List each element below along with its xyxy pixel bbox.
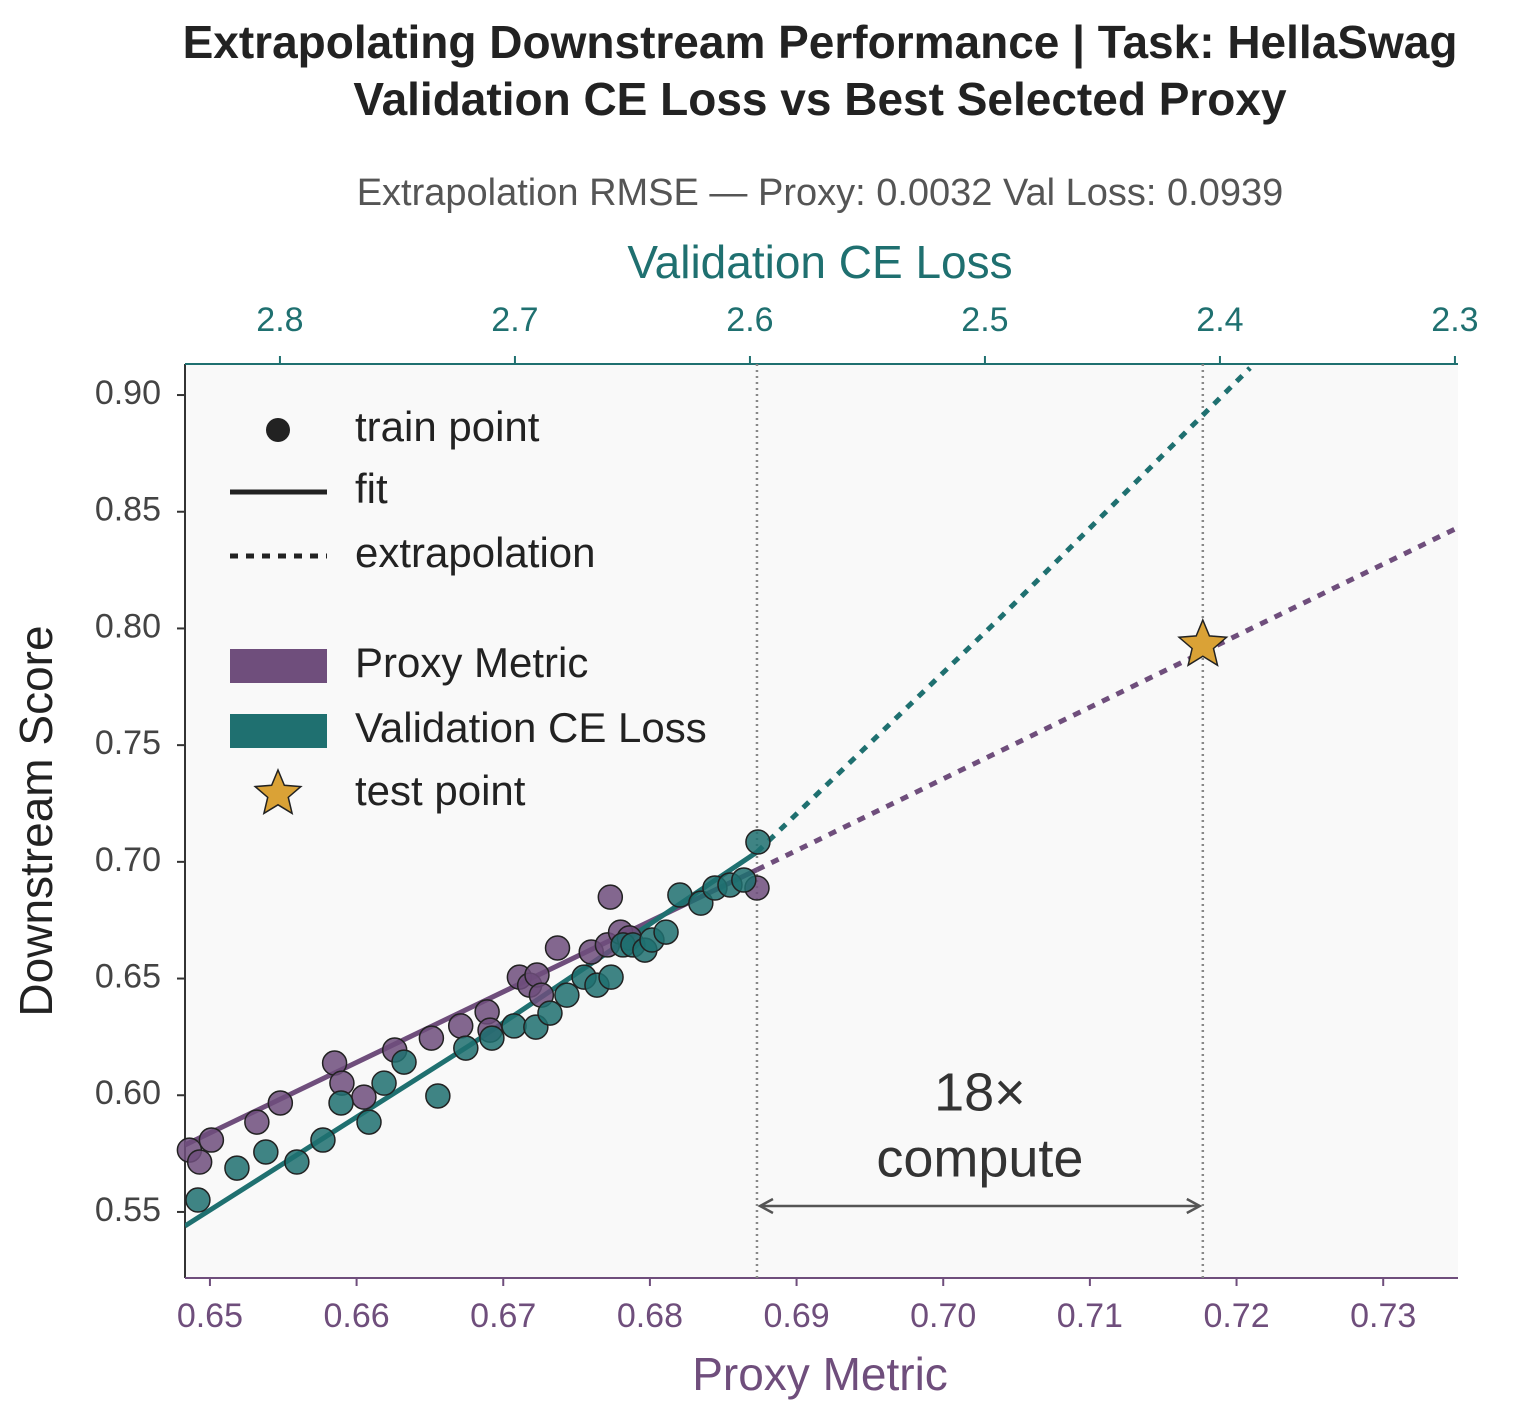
data-point	[356, 1109, 382, 1135]
data-point	[185, 1187, 211, 1213]
data-point	[479, 1025, 505, 1051]
data-point	[244, 1109, 270, 1135]
y-tick-label: 0.90	[95, 374, 161, 412]
x2-tick-label: 2.7	[491, 301, 538, 339]
legend-label: test point	[355, 767, 526, 814]
legend-label: fit	[355, 465, 388, 512]
data-point	[554, 982, 580, 1008]
data-point	[371, 1070, 397, 1096]
legend-marker	[266, 418, 290, 442]
y-tick-label: 0.70	[95, 841, 161, 879]
data-point	[447, 1013, 474, 1039]
x-tick-label: 0.71	[1057, 1297, 1123, 1335]
legend-label: train point	[355, 403, 540, 450]
x-tick-label: 0.65	[177, 1297, 243, 1335]
x2-axis-label: Validation CE Loss	[627, 236, 1012, 288]
data-point	[198, 1127, 225, 1153]
data-point	[418, 1025, 445, 1051]
x-tick-label: 0.69	[763, 1297, 829, 1335]
x-tick-label: 0.66	[323, 1297, 389, 1335]
data-point	[425, 1083, 451, 1109]
chart-subtitle: Extrapolation RMSE — Proxy: 0.0032 Val L…	[357, 172, 1284, 214]
data-point	[284, 1149, 310, 1175]
legend-marker	[253, 768, 303, 815]
data-point	[310, 1127, 336, 1153]
data-point	[391, 1049, 417, 1075]
data-point	[253, 1139, 279, 1165]
data-point	[328, 1090, 354, 1116]
data-point	[537, 1000, 563, 1026]
y-tick-label: 0.60	[95, 1074, 161, 1112]
test-point	[1177, 618, 1229, 667]
data-point	[731, 867, 757, 893]
y-tick-label: 0.55	[95, 1191, 161, 1229]
chart-title: Validation CE Loss vs Best Selected Prox…	[353, 73, 1287, 125]
plot-background	[185, 364, 1458, 1278]
x2-tick-label: 2.8	[256, 301, 303, 339]
data-point	[186, 1149, 213, 1175]
x2-tick-label: 2.5	[961, 301, 1008, 339]
data-point	[597, 884, 624, 910]
x-axis-label: Proxy Metric	[692, 1348, 948, 1400]
x2-tick-label: 2.4	[1196, 301, 1243, 339]
x-tick-label: 0.72	[1203, 1297, 1269, 1335]
data-point	[453, 1035, 479, 1061]
x-tick-label: 0.67	[470, 1297, 536, 1335]
legend-swatch	[230, 649, 327, 683]
extrapolation-line	[755, 366, 1252, 854]
x2-tick-label: 2.6	[726, 301, 773, 339]
chart-title: Extrapolating Downstream Performance | T…	[183, 16, 1458, 68]
data-point	[544, 935, 571, 961]
annotation: 18×	[934, 1062, 1026, 1122]
legend-label: extrapolation	[355, 529, 596, 576]
legend-label: Proxy Metric	[355, 639, 588, 686]
extrapolation-line	[755, 525, 1458, 873]
data-point	[501, 1013, 527, 1039]
data-point	[267, 1090, 294, 1116]
annotation: compute	[876, 1128, 1083, 1188]
y-tick-label: 0.65	[95, 958, 161, 996]
legend-swatch	[230, 714, 327, 748]
y-tick-label: 0.75	[95, 724, 161, 762]
data-point	[598, 964, 624, 990]
data-point	[745, 829, 771, 855]
arrow-head	[757, 1197, 774, 1215]
y-tick-label: 0.80	[95, 607, 161, 645]
legend-label: Validation CE Loss	[355, 704, 707, 751]
data-point	[653, 919, 679, 945]
arrow-head	[1186, 1197, 1203, 1215]
x-tick-label: 0.73	[1350, 1297, 1416, 1335]
data-point	[224, 1155, 250, 1181]
x-tick-label: 0.70	[910, 1297, 976, 1335]
y-tick-label: 0.85	[95, 491, 161, 529]
data-point	[351, 1084, 377, 1110]
y-axis-label: Downstream Score	[10, 625, 62, 1016]
x2-tick-label: 2.3	[1431, 301, 1478, 339]
x-tick-label: 0.68	[617, 1297, 683, 1335]
